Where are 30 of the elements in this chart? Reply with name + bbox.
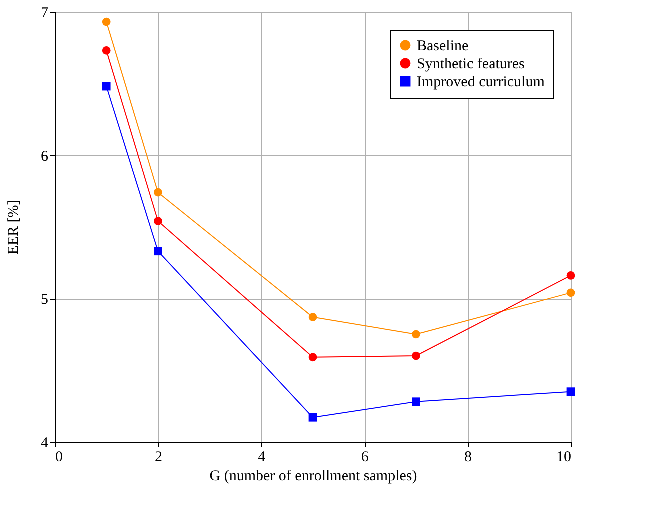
point [102,46,111,55]
point [566,388,576,396]
x-tick-label: 8 [464,450,472,466]
y-axis-title: EER [%] [6,200,22,255]
point [308,313,318,322]
point [308,413,318,422]
point [102,82,111,91]
point [154,247,162,256]
point [412,398,420,406]
x-axis-title: G (number of enrollment samples) [210,468,418,484]
point [154,217,162,226]
legend-label: Baseline [417,38,469,54]
x-tick-label: 10 [556,450,572,466]
y-tick-label: 4 [41,436,49,452]
point [102,18,111,26]
x-tick-label: 2 [154,450,162,466]
x-tick-label: 6 [361,450,370,466]
x-tick-label: 4 [258,450,266,466]
point [566,272,576,280]
y-tick-label: 5 [41,292,48,308]
point [154,188,162,197]
x-tick-label: 0 [56,450,63,466]
legend-label: Synthetic features [417,56,526,72]
point [308,353,318,362]
legend-label: Improved curriculum [417,74,546,90]
y-tick-label: 6 [41,148,49,165]
point [412,352,420,360]
y-tick-label: 7 [41,6,49,22]
point [412,330,420,339]
point [566,288,576,298]
